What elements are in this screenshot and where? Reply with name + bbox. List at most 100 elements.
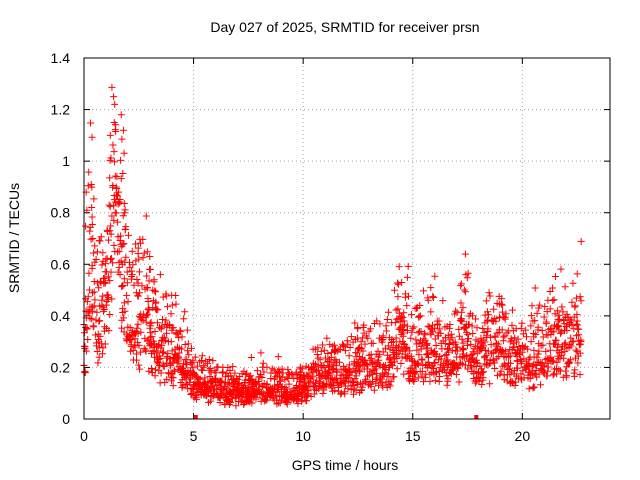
data-point: [187, 390, 195, 398]
data-point: [207, 368, 215, 376]
x-tick-label: 5: [190, 428, 198, 444]
data-point: [418, 356, 426, 364]
data-point: [135, 255, 143, 263]
data-point: [478, 381, 486, 389]
y-tick-label: 1.4: [51, 50, 71, 66]
data-point: [557, 329, 565, 337]
data-point: [348, 368, 356, 376]
data-point: [517, 324, 525, 332]
data-point: [178, 333, 186, 341]
data-point: [87, 119, 95, 127]
data-point: [131, 329, 139, 337]
data-point: [478, 368, 486, 376]
data-point: [137, 328, 145, 336]
data-point: [129, 261, 137, 269]
data-point: [191, 353, 199, 361]
data-point: [445, 348, 453, 356]
data-point: [544, 331, 552, 339]
data-point: [336, 345, 344, 353]
data-point: [409, 376, 417, 384]
data-point: [198, 352, 206, 360]
data-point: [88, 220, 96, 228]
data-point: [407, 334, 415, 342]
data-point: [383, 384, 391, 392]
data-point: [94, 359, 102, 367]
data-point: [234, 375, 242, 383]
data-point: [435, 367, 443, 375]
data-point: [134, 338, 142, 346]
data-point: [205, 355, 213, 363]
data-point: [303, 397, 311, 405]
data-point: [572, 294, 580, 302]
data-point: [416, 312, 424, 320]
data-point: [346, 361, 354, 369]
data-point: [349, 382, 357, 390]
data-point: [284, 366, 292, 374]
data-point: [420, 335, 428, 343]
data-point: [533, 309, 541, 317]
data-point: [541, 303, 549, 311]
data-point: [178, 345, 186, 353]
data-point: [427, 331, 435, 339]
data-point: [95, 353, 103, 361]
data-point: [135, 268, 143, 276]
data-point: [563, 363, 571, 371]
data-point: [189, 364, 197, 372]
data-point: [273, 400, 281, 408]
data-point: [545, 326, 553, 334]
data-point: [426, 377, 434, 385]
data-point: [412, 336, 420, 344]
data-point: [396, 309, 404, 317]
data-point: [535, 304, 543, 312]
data-point: [102, 255, 110, 263]
data-point: [169, 324, 177, 332]
gap-markers: [193, 415, 479, 419]
data-point: [483, 332, 491, 340]
data-point: [489, 356, 497, 364]
data-point: [110, 202, 118, 210]
data-point: [341, 347, 349, 355]
data-point: [555, 355, 563, 363]
data-point: [350, 385, 358, 393]
data-point: [552, 336, 560, 344]
data-point: [464, 331, 472, 339]
data-point: [167, 310, 175, 318]
data-point: [396, 318, 404, 326]
data-point: [115, 188, 123, 196]
data-point: [501, 361, 509, 369]
data-point: [566, 359, 574, 367]
data-point: [403, 273, 411, 281]
data-point: [138, 314, 146, 322]
y-tick-label: 0.2: [51, 359, 71, 375]
data-point: [209, 357, 217, 365]
data-point: [83, 298, 91, 306]
data-point: [399, 313, 407, 321]
data-point: [421, 374, 429, 382]
data-point: [572, 320, 580, 328]
data-point: [88, 183, 96, 191]
data-point: [498, 295, 506, 303]
data-point: [458, 317, 466, 325]
data-point: [90, 195, 98, 203]
data-point: [118, 283, 126, 291]
data-point: [383, 315, 391, 323]
data-point: [480, 368, 488, 376]
data-point: [95, 317, 103, 325]
data-point: [382, 379, 390, 387]
data-point: [563, 372, 571, 380]
data-point: [172, 300, 180, 308]
data-point: [245, 385, 253, 393]
data-point: [530, 346, 538, 354]
data-point: [549, 296, 557, 304]
data-point: [419, 287, 427, 295]
data-point: [184, 347, 192, 355]
data-point: [424, 322, 432, 330]
data-point: [307, 374, 315, 382]
data-point: [169, 374, 177, 382]
data-point: [392, 319, 400, 327]
data-point: [483, 317, 491, 325]
data-point: [313, 351, 321, 359]
data-point: [323, 334, 331, 342]
data-point: [502, 310, 510, 318]
